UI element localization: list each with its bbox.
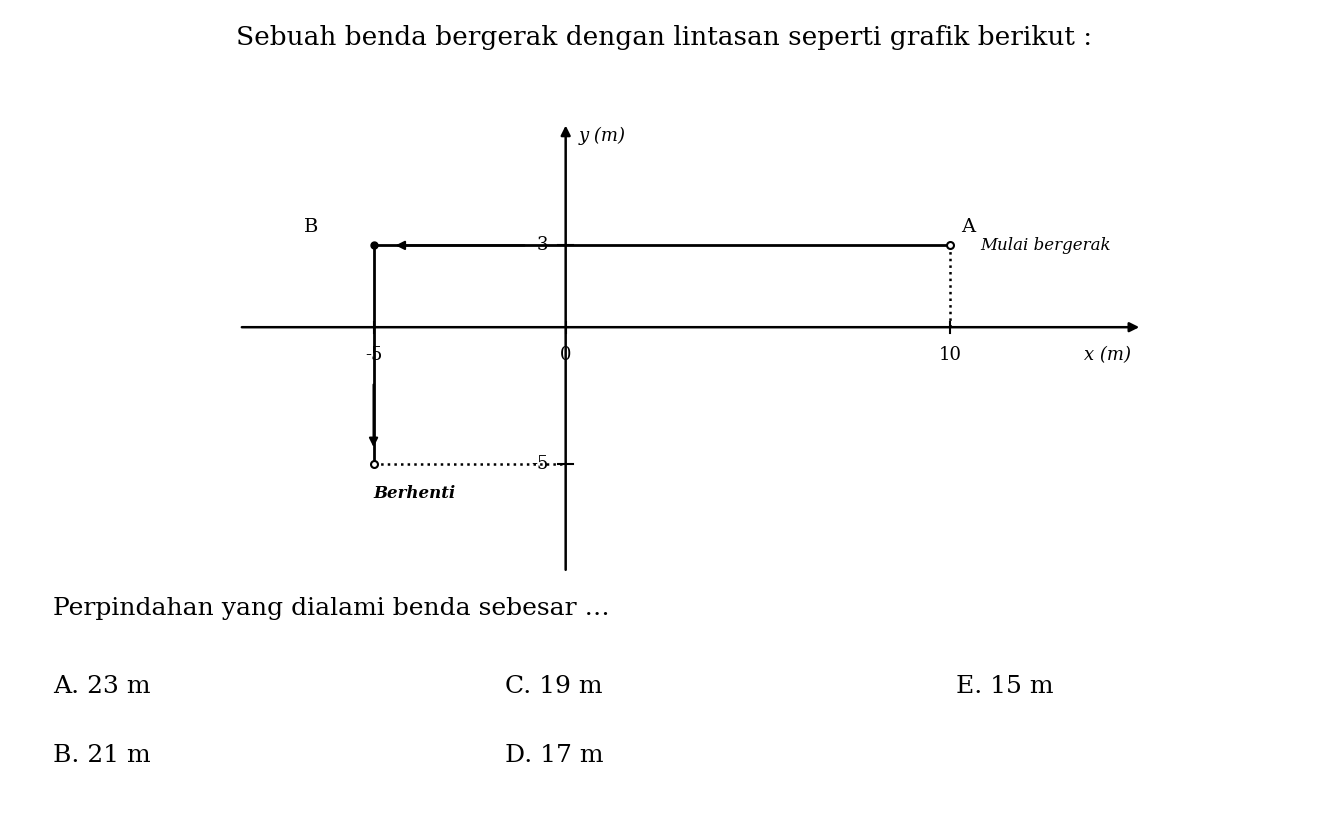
Text: -5: -5 — [531, 455, 548, 473]
Text: 10: 10 — [939, 346, 961, 364]
Text: -5: -5 — [365, 346, 382, 364]
Text: B. 21 m: B. 21 m — [53, 744, 151, 767]
Text: Mulai bergerak: Mulai bergerak — [980, 237, 1112, 254]
Text: A. 23 m: A. 23 m — [53, 675, 150, 698]
Text: Perpindahan yang dialami benda sebesar …: Perpindahan yang dialami benda sebesar … — [53, 597, 610, 620]
Text: 0: 0 — [560, 346, 571, 364]
Text: D. 17 m: D. 17 m — [505, 744, 603, 767]
Text: Berhenti: Berhenti — [373, 485, 456, 502]
Text: x (m): x (m) — [1084, 346, 1130, 364]
Text: Sebuah benda bergerak dengan lintasan seperti grafik berikut :: Sebuah benda bergerak dengan lintasan se… — [236, 25, 1092, 50]
Text: C. 19 m: C. 19 m — [505, 675, 602, 698]
Text: y (m): y (m) — [579, 127, 625, 145]
Text: B: B — [304, 218, 319, 236]
Text: A: A — [961, 218, 976, 236]
Text: 3: 3 — [537, 236, 548, 254]
Text: E. 15 m: E. 15 m — [956, 675, 1053, 698]
